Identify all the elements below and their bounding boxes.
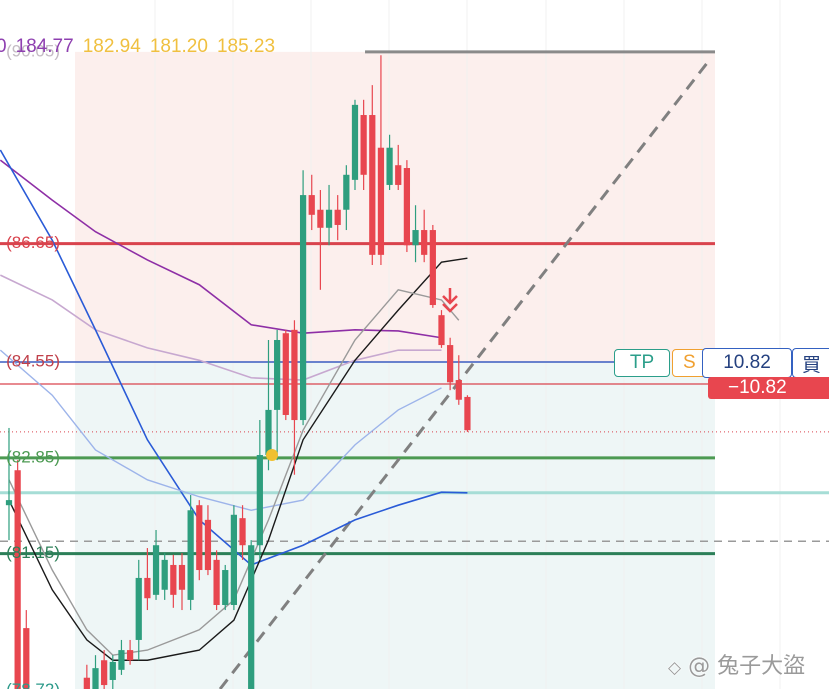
- candle-body: [135, 577, 142, 640]
- header-value: 0: [0, 36, 7, 57]
- candle-body: [196, 505, 203, 571]
- header-value: 181.20: [150, 36, 208, 57]
- candle-body: [351, 104, 359, 180]
- event-marker: [266, 449, 278, 461]
- zone: [74, 51, 715, 362]
- trendline: [218, 58, 711, 689]
- candle-body: [438, 315, 445, 346]
- tp-button[interactable]: TP: [614, 349, 670, 377]
- candle-body: [343, 174, 350, 210]
- candle-body: [101, 660, 108, 686]
- level-label: (90.05): [6, 41, 60, 60]
- level-label: (86.65): [6, 233, 60, 252]
- pnl: −10.82: [708, 377, 829, 399]
- candle-body: [447, 345, 454, 383]
- candle-body: [308, 195, 315, 215]
- candle-body: [464, 396, 471, 431]
- candle-body: [23, 628, 30, 689]
- candle-body: [126, 650, 134, 661]
- candle-body: [161, 559, 168, 590]
- watermark: ◇ @ 兔子大盜: [668, 654, 806, 679]
- candle-body: [377, 147, 385, 255]
- candle-body: [144, 577, 151, 599]
- candle-body: [360, 115, 367, 175]
- candle-body: [170, 564, 177, 595]
- candle-body: [118, 650, 125, 670]
- side[interactable]: 買: [792, 348, 829, 378]
- candle-body: [204, 519, 212, 571]
- level-label: (84.55): [6, 351, 60, 370]
- header-value: 182.94: [83, 36, 142, 57]
- candle-body: [282, 333, 289, 415]
- candle-body: [429, 230, 436, 306]
- candle-body: [222, 570, 229, 605]
- watermark-text: @ 兔子大盜: [688, 654, 806, 679]
- candle-body: [265, 409, 272, 456]
- candle-body: [334, 209, 341, 225]
- candle-body: [230, 514, 238, 605]
- candle-body: [239, 518, 246, 546]
- moving-average: [0, 349, 442, 511]
- candle-body: [325, 209, 333, 228]
- candle-body: [256, 455, 263, 546]
- time-grid: [154, 0, 781, 689]
- moving-average: [0, 159, 442, 339]
- candle-body: [248, 545, 255, 689]
- ohlc-header: 0 184.77 182.94 181.20 185.23: [0, 36, 275, 57]
- level-label: (81.15): [6, 543, 60, 562]
- candle-body: [274, 339, 281, 410]
- candle-body: [395, 165, 402, 185]
- candle-body: [109, 661, 116, 680]
- candle-body: [455, 380, 462, 400]
- candle-body: [187, 510, 194, 600]
- candle-body: [291, 329, 298, 421]
- candle-body: [14, 470, 21, 689]
- level-label: (78.72): [6, 680, 60, 689]
- header-value: 185.23: [217, 36, 275, 57]
- zone: [74, 361, 715, 689]
- candle-body: [317, 209, 324, 228]
- candle-body: [92, 668, 99, 689]
- candle-body: [178, 564, 186, 590]
- moving-average: [8, 257, 468, 661]
- level-label: (82.85): [6, 447, 60, 466]
- candle-body: [369, 115, 376, 255]
- candle-body: [421, 230, 428, 255]
- quantity[interactable]: 10.82: [702, 348, 792, 378]
- header-value: 184.77: [16, 36, 74, 57]
- candle-body: [412, 230, 419, 246]
- candle-body: [5, 500, 13, 506]
- candle-body: [386, 147, 393, 185]
- candle-body: [213, 559, 220, 605]
- candle-body: [83, 677, 90, 689]
- candle-body: [403, 168, 411, 246]
- moving-average: [0, 274, 442, 381]
- sell-marker: [442, 288, 458, 313]
- candle-body: [152, 545, 160, 595]
- candle-body: [299, 195, 307, 421]
